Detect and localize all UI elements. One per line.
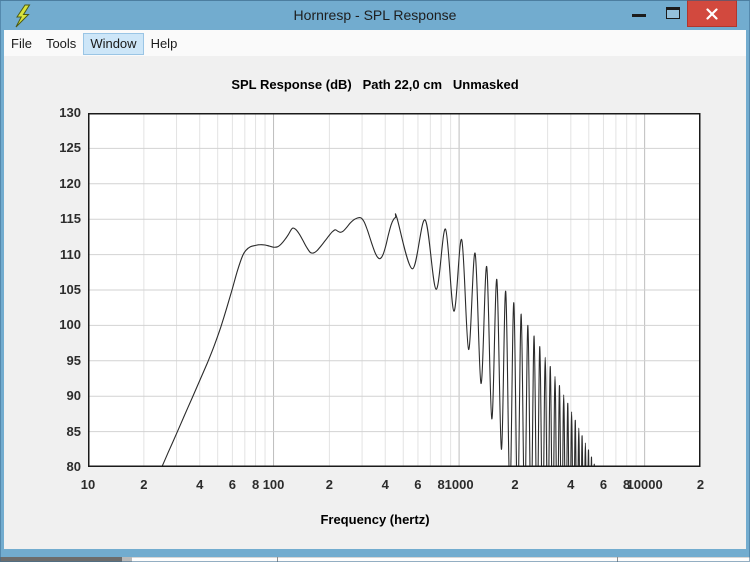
x-tick-label: 1000 xyxy=(444,477,474,492)
window-border-left xyxy=(0,30,4,557)
x-axis-title: Frequency (hertz) xyxy=(320,512,430,527)
close-icon xyxy=(706,8,718,20)
background-window-separator xyxy=(277,557,278,562)
y-tick-label: 90 xyxy=(66,388,81,404)
x-tick-label: 4 xyxy=(196,477,204,492)
window-border-bottom xyxy=(0,549,750,557)
x-tick-label: 10 xyxy=(80,477,96,492)
x-tick-label: 4 xyxy=(381,477,389,492)
y-tick-label: 130 xyxy=(59,105,81,120)
x-tick-label: 2 xyxy=(140,477,148,492)
minimize-icon xyxy=(632,14,646,17)
y-tick-label: 80 xyxy=(66,459,81,474)
chart-title: SPL Response (dB) Path 22,0 cm Unmasked xyxy=(231,77,519,92)
y-tick-label: 120 xyxy=(59,175,81,191)
x-tick-label: 2 xyxy=(696,477,705,492)
window-border-right xyxy=(746,30,750,557)
y-tick-label: 105 xyxy=(59,282,81,297)
y-tick-label: 100 xyxy=(59,317,81,333)
y-tick-label: 110 xyxy=(60,246,81,262)
x-tick-label: 10000 xyxy=(626,477,663,492)
x-tick-label: 8 xyxy=(623,477,631,492)
lightning-bolt-icon[interactable] xyxy=(13,4,35,28)
x-tick-label: 6 xyxy=(228,477,236,492)
menu-item-file[interactable]: File xyxy=(11,35,32,51)
close-button[interactable] xyxy=(687,0,737,27)
background-window-mid-segment xyxy=(122,557,132,562)
x-tick-label: 6 xyxy=(599,477,608,492)
x-tick-label: 8 xyxy=(251,477,260,492)
background-window-dark-segment xyxy=(0,557,122,562)
y-tick-label: 115 xyxy=(60,211,81,227)
menu-item-window[interactable]: Window xyxy=(83,32,144,55)
background-window-separator xyxy=(617,557,618,562)
plot-area xyxy=(88,113,701,467)
spl-curve xyxy=(161,213,595,466)
maximize-icon xyxy=(666,7,680,19)
chart-client-area: SPL Response (dB) Path 22,0 cm Unmasked … xyxy=(4,56,746,549)
plot-frame xyxy=(88,113,701,467)
title-bar: Hornresp - SPL Response xyxy=(0,0,750,30)
y-tick-label: 95 xyxy=(66,352,81,368)
x-tick-label: 2 xyxy=(511,477,519,492)
menu-item-tools[interactable]: Tools xyxy=(45,35,77,51)
y-tick-label: 85 xyxy=(66,423,81,439)
x-tick-label: 2 xyxy=(325,477,333,492)
menu-item-help[interactable]: Help xyxy=(150,35,178,51)
window-title: Hornresp - SPL Response xyxy=(293,7,457,23)
x-tick-label: 8 xyxy=(437,477,445,492)
y-tick-label: 125 xyxy=(59,140,81,156)
maximize-button[interactable] xyxy=(660,0,686,28)
minimize-button[interactable] xyxy=(626,0,652,28)
menu-bar: File Tools Window Help xyxy=(4,30,746,56)
x-tick-label: 4 xyxy=(567,477,575,492)
x-tick-label: 100 xyxy=(262,477,285,492)
x-tick-label: 6 xyxy=(414,477,422,492)
background-window-strip xyxy=(0,557,750,562)
